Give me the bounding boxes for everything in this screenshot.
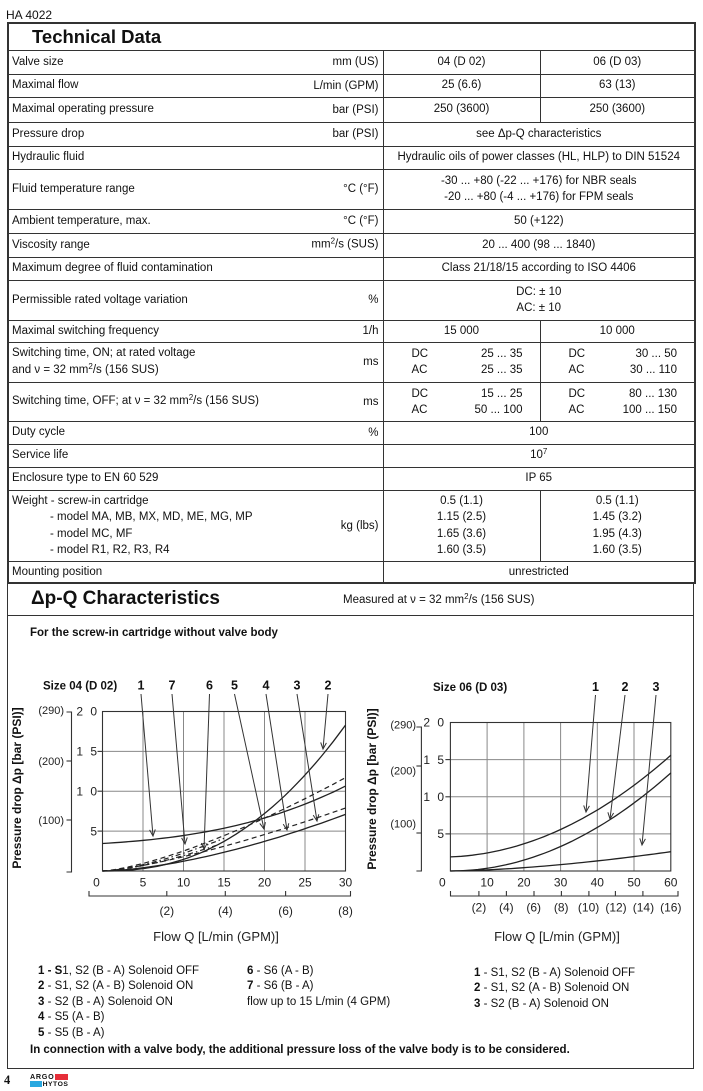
svg-text:Flow Q [L/min (GPM)]: Flow Q [L/min (GPM)] (153, 929, 279, 944)
svg-text:1 0: 1 0 (423, 790, 446, 804)
svg-text:50: 50 (627, 876, 641, 890)
svg-text:30: 30 (554, 876, 568, 890)
svg-text:10: 10 (177, 876, 191, 890)
svg-text:1 0: 1 0 (76, 785, 99, 799)
svg-text:1: 1 (592, 680, 599, 694)
svg-text:(8): (8) (554, 901, 569, 915)
svg-text:40: 40 (591, 876, 605, 890)
svg-text:Pressure drop Δp [bar (PSI)]: Pressure drop Δp [bar (PSI)] (10, 707, 24, 868)
svg-text:Pressure drop Δp [bar (PSI)]: Pressure drop Δp [bar (PSI)] (365, 708, 379, 869)
svg-text:25: 25 (298, 876, 312, 890)
svg-text:2: 2 (622, 680, 629, 694)
svg-text:(2): (2) (159, 904, 174, 918)
svg-text:20: 20 (517, 876, 531, 890)
svg-text:(200): (200) (38, 756, 64, 768)
svg-text:(16): (16) (660, 901, 681, 915)
svg-text:5: 5 (231, 679, 238, 693)
svg-text:(290): (290) (390, 720, 416, 732)
svg-text:Flow Q [L/min (GPM)]: Flow Q [L/min (GPM)] (494, 929, 620, 944)
svg-text:1 5: 1 5 (423, 753, 446, 767)
svg-text:(290): (290) (38, 705, 64, 717)
svg-text:(10): (10) (578, 901, 599, 915)
svg-text:2 0: 2 0 (76, 705, 99, 719)
svg-text:10: 10 (480, 876, 494, 890)
svg-text:20: 20 (258, 876, 272, 890)
svg-text:(2): (2) (472, 901, 487, 915)
svg-text:30: 30 (339, 876, 353, 890)
svg-text:7: 7 (169, 679, 176, 693)
svg-text:2 0: 2 0 (423, 716, 446, 730)
svg-text:2: 2 (325, 679, 332, 693)
svg-text:0: 0 (439, 876, 446, 890)
svg-text:(14): (14) (633, 901, 654, 915)
svg-text:3: 3 (653, 680, 660, 694)
svg-text:4: 4 (263, 679, 270, 693)
svg-text:(100): (100) (390, 819, 416, 831)
svg-text:(4): (4) (499, 901, 514, 915)
svg-text:15: 15 (217, 876, 231, 890)
svg-text:(8): (8) (338, 904, 353, 918)
svg-text:0: 0 (93, 876, 100, 890)
svg-text:5: 5 (437, 827, 446, 841)
svg-text:60: 60 (664, 876, 678, 890)
svg-text:1 5: 1 5 (76, 745, 99, 759)
svg-text:(4): (4) (218, 904, 233, 918)
svg-text:5: 5 (140, 876, 147, 890)
svg-text:1: 1 (138, 679, 145, 693)
svg-text:(6): (6) (526, 901, 541, 915)
svg-text:6: 6 (206, 679, 213, 693)
svg-text:(6): (6) (278, 904, 293, 918)
svg-text:(12): (12) (605, 901, 626, 915)
svg-text:Size 04 (D 02): Size 04 (D 02) (43, 681, 117, 693)
svg-text:Size 06 (D 03): Size 06 (D 03) (433, 682, 507, 694)
svg-text:(100): (100) (38, 815, 64, 827)
svg-text:(200): (200) (390, 766, 416, 778)
svg-text:5: 5 (90, 824, 99, 838)
svg-text:3: 3 (294, 679, 301, 693)
